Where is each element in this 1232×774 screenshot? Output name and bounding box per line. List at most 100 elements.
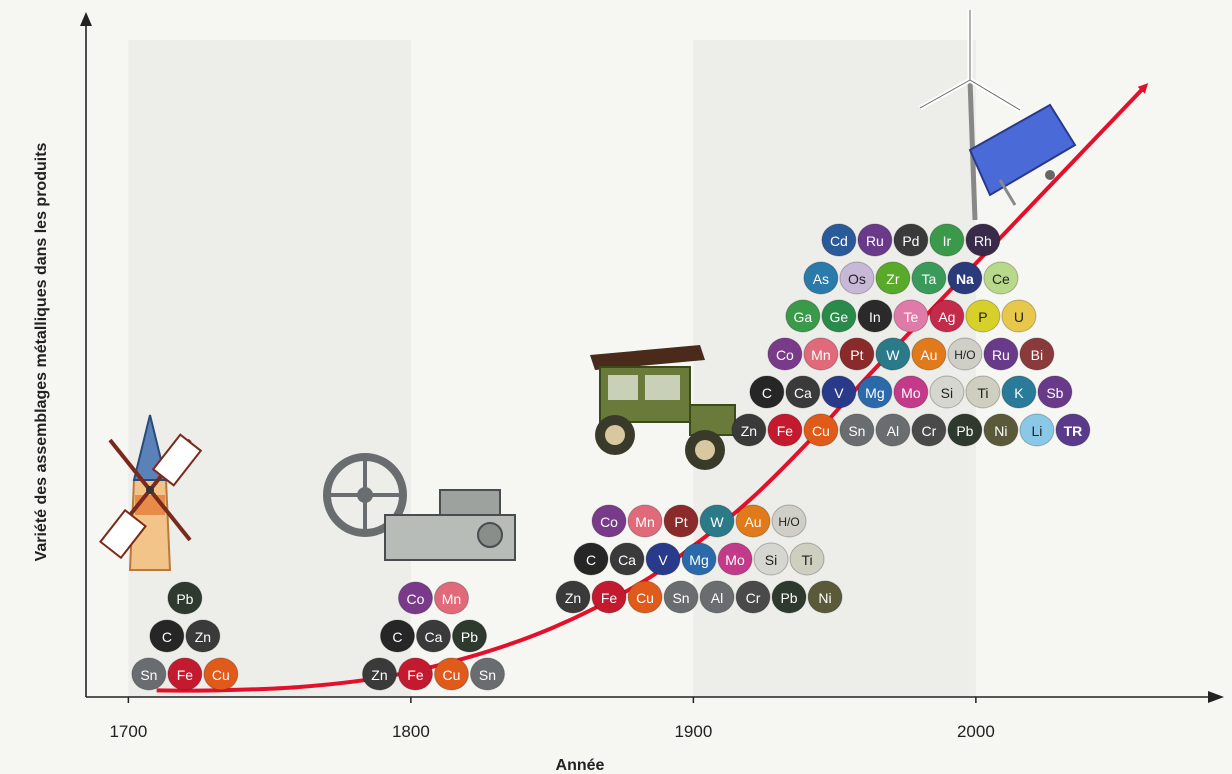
- element-badge-circle: [555, 580, 591, 614]
- element-symbol: Os: [848, 271, 866, 287]
- element-badge-circle: [789, 542, 825, 576]
- element-badge: Pb: [947, 413, 983, 447]
- element-badge: Sb: [1037, 375, 1073, 409]
- element-badge-circle: [785, 375, 821, 409]
- element-badge: W: [875, 337, 911, 371]
- element-badge: Cu: [433, 657, 469, 691]
- element-badge-circle: [803, 413, 839, 447]
- element-badge-circle: [983, 261, 1019, 295]
- element-badge: Ca: [609, 542, 645, 576]
- element-symbol: Co: [600, 514, 618, 530]
- element-badge: Si: [753, 542, 789, 576]
- element-badge-circle: [785, 299, 821, 333]
- element-symbol: Zn: [565, 590, 581, 606]
- element-badge: Bi: [1019, 337, 1055, 371]
- element-badge: Mn: [433, 581, 469, 615]
- element-badge: V: [821, 375, 857, 409]
- element-badge-circle: [397, 581, 433, 615]
- element-symbol: Cr: [922, 423, 937, 439]
- element-badge: Zr: [875, 261, 911, 295]
- element-symbol: Li: [1031, 423, 1042, 439]
- element-badge-circle: [803, 337, 839, 371]
- element-symbol: K: [1014, 385, 1024, 401]
- element-badge: W: [699, 504, 735, 538]
- element-badge-circle: [1019, 413, 1055, 447]
- element-symbol: Co: [776, 347, 794, 363]
- element-symbol: C: [586, 552, 596, 568]
- element-symbol: Pb: [176, 591, 193, 607]
- element-badge-circle: [965, 299, 1001, 333]
- element-badge-circle: [771, 580, 807, 614]
- wind-solar-icon: [918, 10, 1077, 221]
- element-badge-circle: [627, 504, 663, 538]
- element-badge-circle: [717, 542, 753, 576]
- element-badge: Au: [911, 337, 947, 371]
- element-badge: Cr: [735, 580, 771, 614]
- element-badge-circle: [753, 542, 789, 576]
- x-tick-label: 2000: [957, 722, 995, 741]
- element-symbol: V: [658, 552, 668, 568]
- element-badge: Fe: [767, 413, 803, 447]
- element-badge-circle: [911, 337, 947, 371]
- element-symbol: Al: [711, 590, 723, 606]
- element-symbol: Ti: [801, 552, 812, 568]
- element-symbol: Sn: [140, 667, 157, 683]
- element-symbol: Ca: [794, 385, 812, 401]
- element-symbol: Ge: [830, 309, 849, 325]
- element-badge-circle: [1001, 375, 1037, 409]
- element-symbol: Ni: [994, 423, 1007, 439]
- element-symbol: Mo: [901, 385, 921, 401]
- element-badge-circle: [875, 337, 911, 371]
- element-symbol: Si: [941, 385, 953, 401]
- element-badge-circle: [803, 261, 839, 295]
- element-symbol: Cu: [812, 423, 830, 439]
- element-symbol: W: [886, 347, 900, 363]
- element-badge-circle: [947, 337, 983, 371]
- element-group-1710: Pb C Zn Sn Fe Cu: [131, 581, 239, 691]
- element-badge: Zn: [185, 619, 221, 653]
- element-badge-circle: [771, 504, 807, 538]
- element-badge-circle: [699, 504, 735, 538]
- element-badge-circle: [947, 261, 983, 295]
- element-badge: Zn: [555, 580, 591, 614]
- element-badge-circle: [857, 299, 893, 333]
- steam-engine-icon: [323, 453, 516, 561]
- x-tick-label: 1900: [674, 722, 712, 741]
- element-badge-circle: [839, 261, 875, 295]
- element-badge-circle: [893, 299, 929, 333]
- x-axis-title: Année: [556, 757, 605, 774]
- element-groups: Pb C Zn Sn Fe Cu Co Mn C Ca Pb Zn Fe Cu Sn Co Mn Pt W Au H/O…: [131, 223, 1091, 691]
- element-badge: C: [573, 542, 609, 576]
- element-badge: Fe: [167, 657, 203, 691]
- y-axis-arrow-icon: [80, 12, 92, 26]
- element-badge: Pt: [663, 504, 699, 538]
- element-symbol: Pb: [461, 629, 478, 645]
- element-badge-circle: [663, 504, 699, 538]
- y-axis-title: Variété des assemblages métalliques dans…: [33, 142, 50, 561]
- element-symbol: H/O: [778, 515, 799, 529]
- element-badge-circle: [699, 580, 735, 614]
- element-badge: Pb: [167, 581, 203, 615]
- element-badge-circle: [663, 580, 699, 614]
- element-symbol: Mn: [635, 514, 654, 530]
- element-badge: Ta: [911, 261, 947, 295]
- element-symbol: Rh: [974, 233, 992, 249]
- element-badge-circle: [749, 375, 785, 409]
- element-badge: Cd: [821, 223, 857, 257]
- element-badge: Co: [767, 337, 803, 371]
- element-symbol: W: [710, 514, 724, 530]
- element-symbol: Sb: [1046, 385, 1063, 401]
- element-symbol: Al: [887, 423, 899, 439]
- element-badge-circle: [131, 657, 167, 691]
- element-badge: Te: [893, 299, 929, 333]
- element-symbol: Mg: [689, 552, 708, 568]
- element-symbol: As: [813, 271, 829, 287]
- element-symbol: Mo: [725, 552, 745, 568]
- element-symbol: Na: [956, 271, 974, 287]
- element-badge-circle: [451, 619, 487, 653]
- element-group-2000: Cd Ru Pd Ir Rh As Os Zr Ta Na Ce Ga Ge In Te Ag P U Co Mn Pt…: [731, 223, 1091, 447]
- element-badge-circle: [627, 580, 663, 614]
- element-badge: Al: [875, 413, 911, 447]
